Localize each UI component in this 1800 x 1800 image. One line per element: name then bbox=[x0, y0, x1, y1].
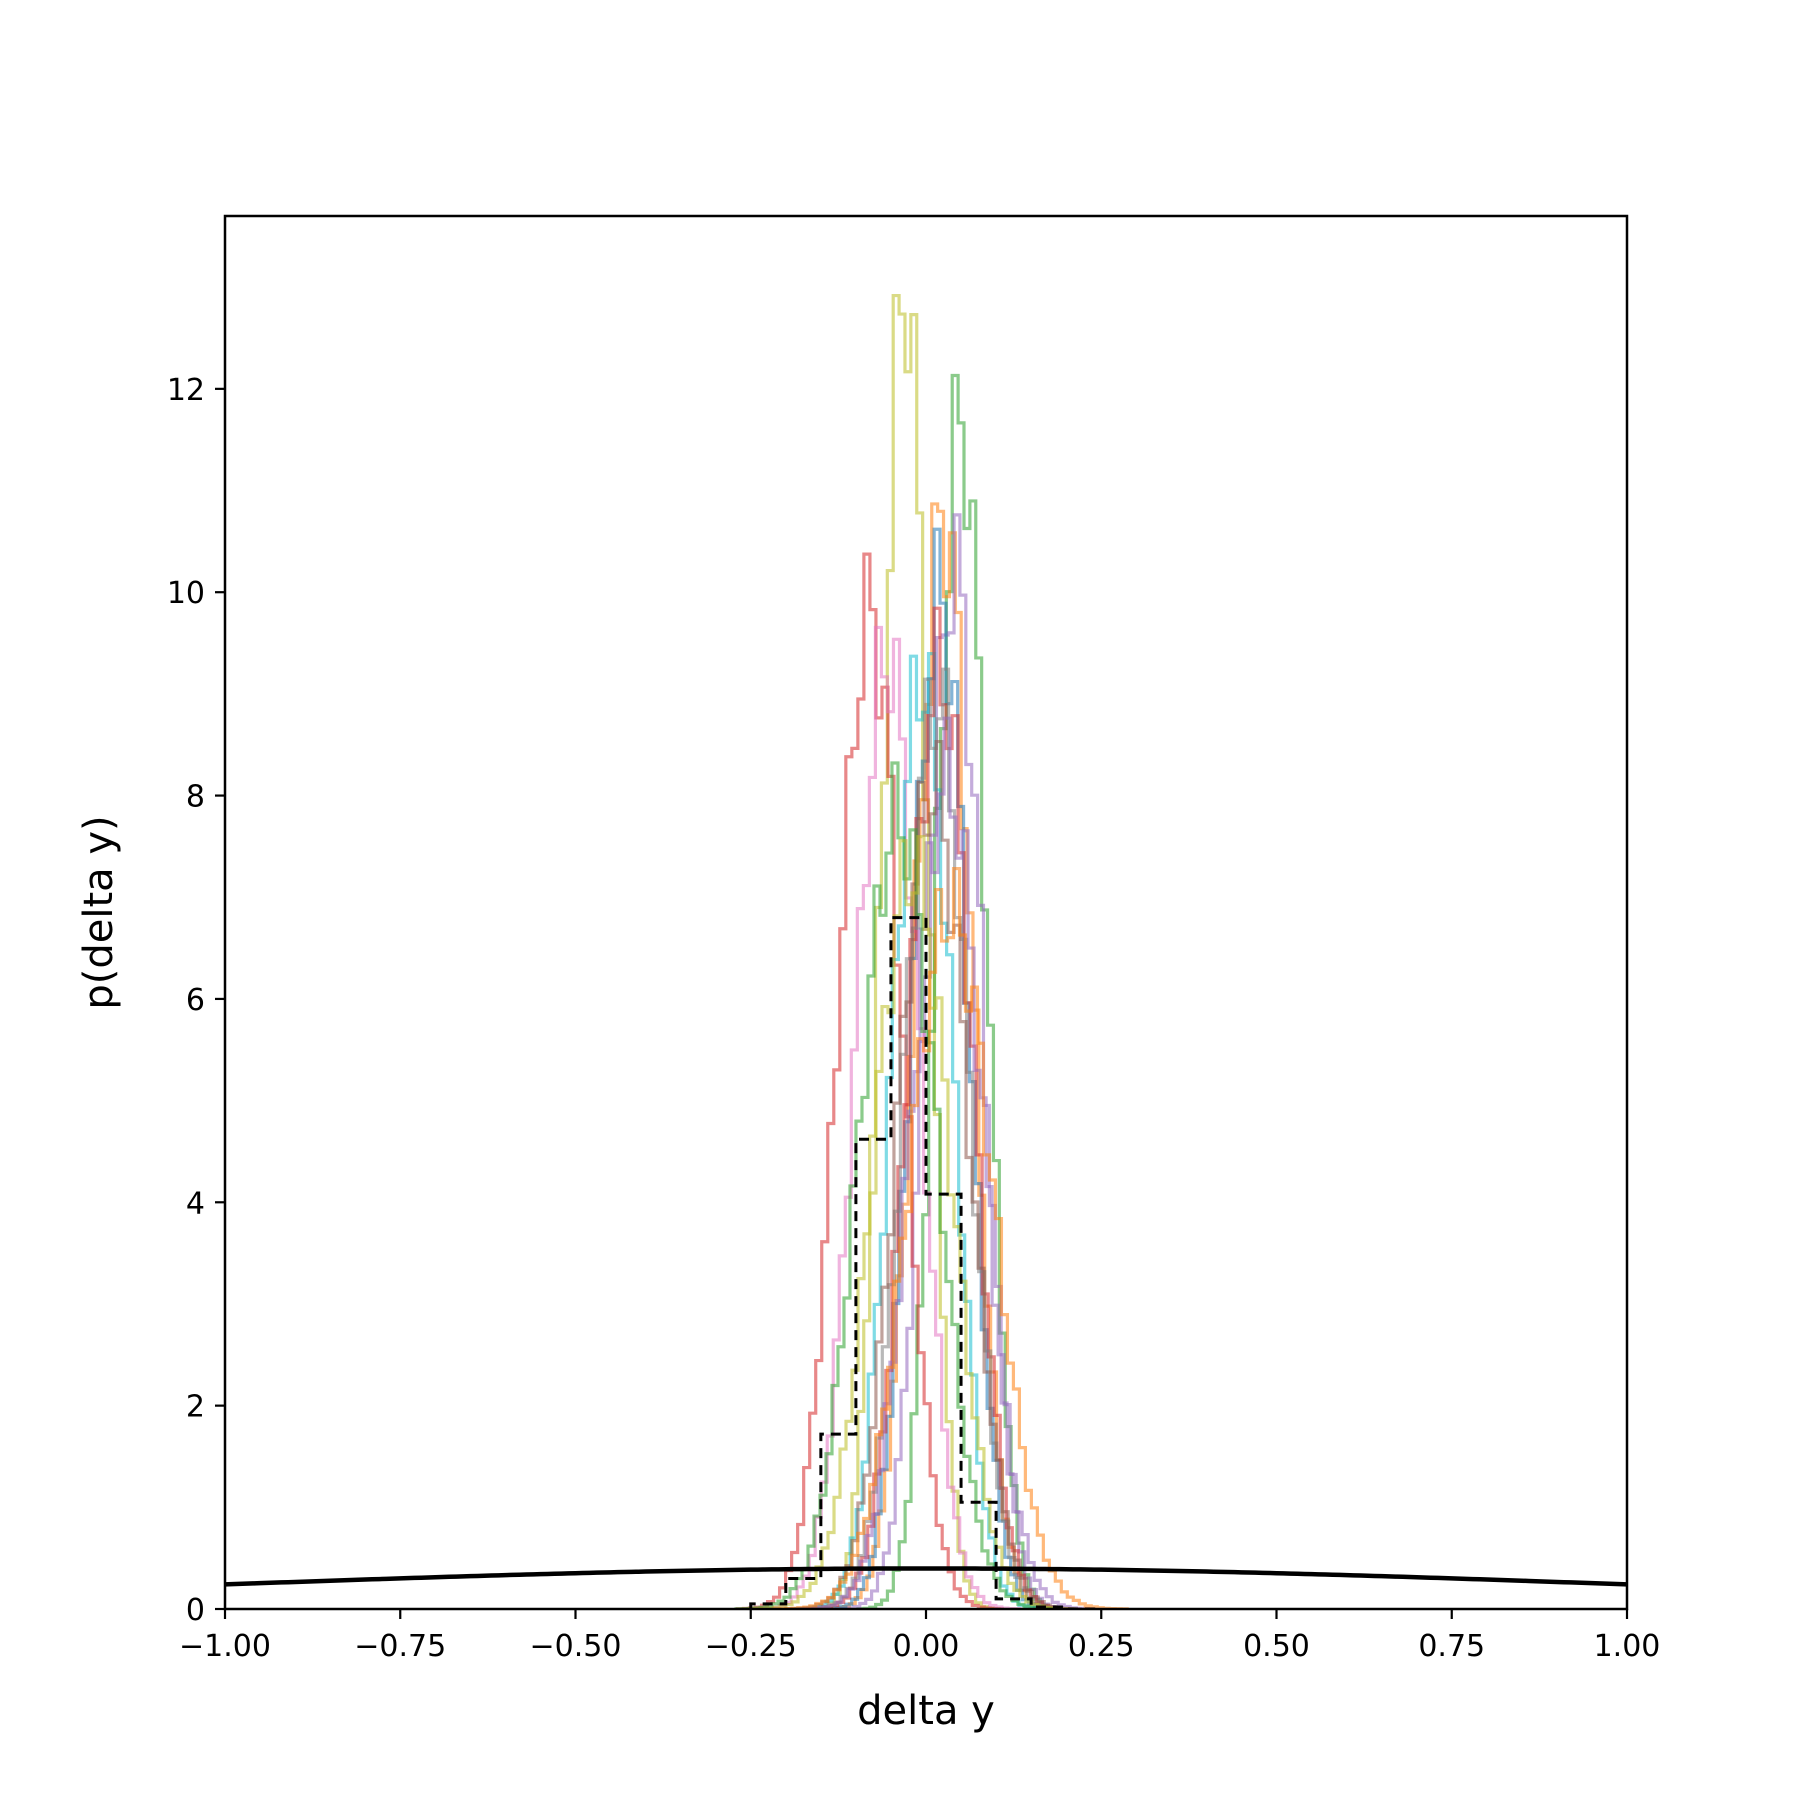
sample-histogram-6 bbox=[735, 552, 1005, 1609]
y-tick-label: 8 bbox=[186, 780, 205, 815]
x-tick-label: 0.25 bbox=[1068, 1629, 1135, 1664]
x-axis: −1.00 −0.75 −0.50 −0.25 0.00 0.25 0.50 0.75 1.00 bbox=[179, 1609, 1660, 1664]
x-tick-label: 0.50 bbox=[1243, 1629, 1310, 1664]
x-tick-label: −1.00 bbox=[179, 1629, 271, 1664]
y-axis: 0 2 4 6 8 10 12 bbox=[167, 373, 225, 1628]
y-tick-label: 4 bbox=[186, 1186, 205, 1221]
y-axis-label: p(delta y) bbox=[76, 815, 122, 1009]
sample-histogram-13 bbox=[734, 761, 1062, 1609]
x-tick-label: 0.00 bbox=[893, 1629, 960, 1664]
x-axis-label: delta y bbox=[857, 1688, 995, 1734]
sample-histogram-12 bbox=[798, 716, 1096, 1609]
x-tick-label: −0.75 bbox=[354, 1629, 446, 1664]
y-tick-label: 10 bbox=[167, 576, 205, 611]
x-tick-label: 1.00 bbox=[1594, 1629, 1661, 1664]
combined-histogram bbox=[749, 916, 1102, 1609]
sample-histogram-15 bbox=[772, 866, 1129, 1609]
plot-area bbox=[225, 293, 1627, 1609]
y-tick-label: 12 bbox=[167, 373, 205, 408]
y-tick-label: 0 bbox=[186, 1593, 205, 1628]
x-tick-label: −0.25 bbox=[705, 1629, 797, 1664]
y-tick-label: 2 bbox=[186, 1390, 205, 1425]
plot-marks bbox=[225, 293, 1627, 1609]
axes-frame bbox=[223, 214, 1629, 1611]
y-tick-label: 6 bbox=[186, 983, 205, 1018]
x-tick-label: −0.50 bbox=[530, 1629, 622, 1664]
x-tick-label: 0.75 bbox=[1418, 1629, 1485, 1664]
prior-pdf-curve bbox=[225, 1566, 1627, 1587]
sample-histogram-14 bbox=[748, 835, 1076, 1609]
